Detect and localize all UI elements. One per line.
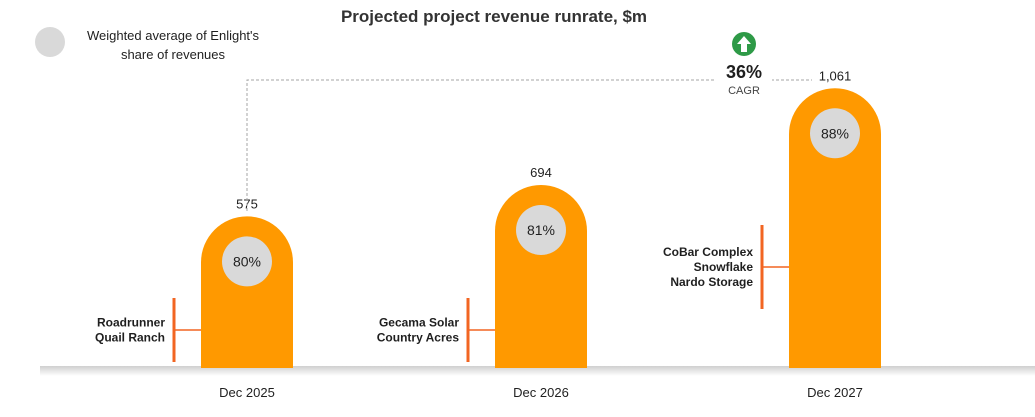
project-label: Roadrunner [97,316,165,330]
project-label: Country Acres [377,331,460,345]
project-label: Quail Ranch [95,331,165,345]
share-pct-label: 80% [233,253,261,269]
cagr-value: 36% [726,62,762,82]
baseline [40,366,1035,376]
share-pct-label: 88% [821,125,849,141]
project-label: Nardo Storage [670,275,753,289]
project-label: Gecama Solar [379,316,459,330]
value-label: 1,061 [819,68,852,83]
chart-title: Projected project revenue runrate, $m [341,7,647,26]
legend-line-1: Weighted average of Enlight's [87,28,260,43]
cagr-connector-line [246,79,812,211]
bar-dec-2027 [789,88,881,369]
cagr-label: CAGR [728,85,760,97]
up-arrow-glyph [737,36,751,52]
share-pct-label: 81% [527,222,555,238]
share-circle [810,108,860,159]
legend-circle-icon [35,27,65,57]
legend-line-2: share of revenues [121,47,226,62]
x-tick-label: Dec 2027 [807,385,863,400]
x-tick-label: Dec 2026 [513,385,569,400]
project-label: Snowflake [694,260,754,274]
value-label: 694 [530,165,552,180]
share-circle [222,236,272,287]
x-tick-label: Dec 2025 [219,385,275,400]
cagr-label-bg [716,60,772,100]
share-circle [516,205,566,256]
project-label: CoBar Complex [663,245,753,259]
